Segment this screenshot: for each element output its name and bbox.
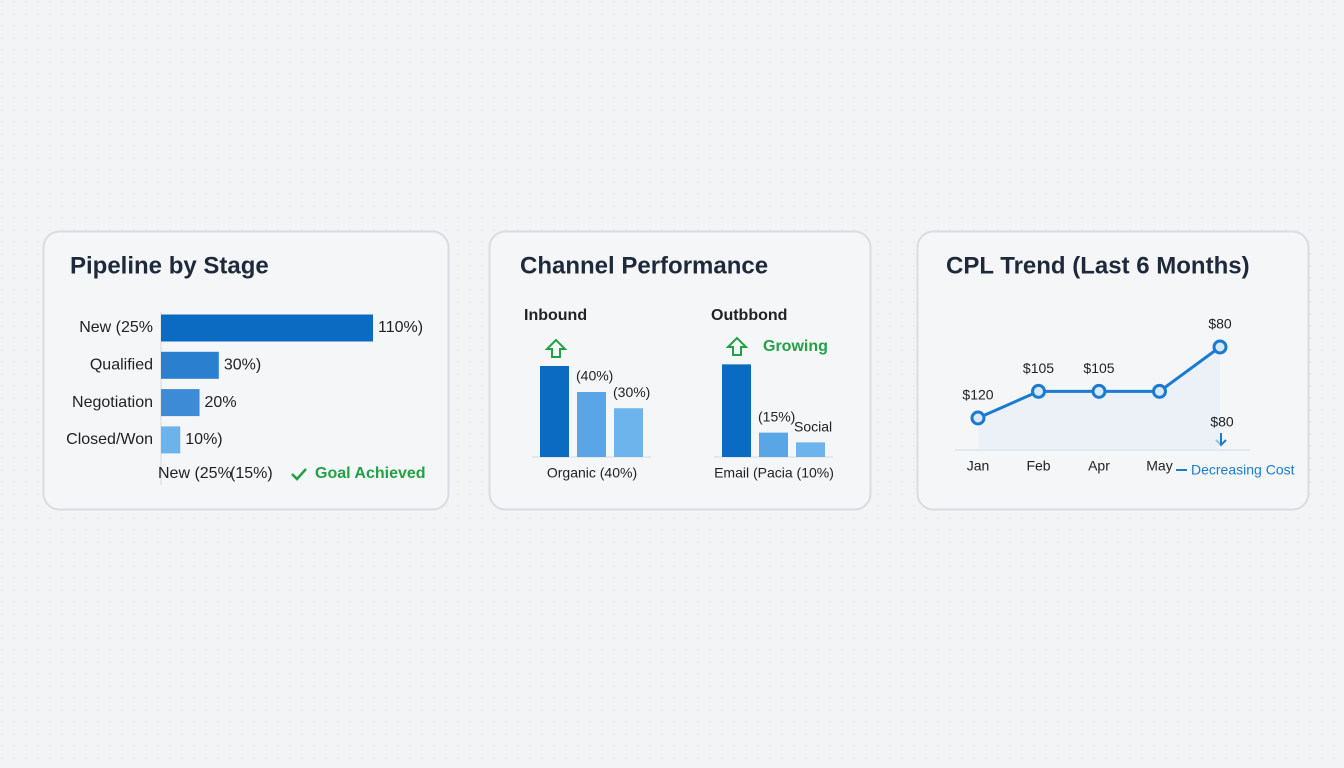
- category-label: Qualified: [90, 357, 153, 374]
- point: [970, 410, 986, 426]
- card: [42, 230, 450, 511]
- value-label: $105: [1023, 360, 1054, 376]
- card-title: Channel Performance: [520, 252, 768, 279]
- x-tick-label: May: [1146, 458, 1172, 474]
- category-label: New (25%: [79, 319, 153, 336]
- x-tick-label: Jan: [967, 458, 990, 474]
- bar: [161, 351, 219, 379]
- x-tick-label: Apr: [1088, 458, 1110, 474]
- bar: [161, 426, 181, 454]
- x-tick-label: Feb: [1026, 458, 1050, 474]
- bar: [161, 314, 373, 342]
- annotation: Social: [794, 419, 832, 435]
- value-label: 20%: [205, 394, 237, 411]
- category-label: Email (Pacia (10%): [714, 465, 834, 481]
- value-label: $105: [1083, 360, 1114, 376]
- point: [1091, 383, 1107, 399]
- category-label: Organic (40%): [547, 465, 637, 481]
- value-label: (40%): [576, 368, 613, 384]
- group-label: Outbbond: [711, 307, 787, 324]
- annotation: Decreasing Cost: [1191, 462, 1295, 478]
- annotation: New (25%: [158, 465, 232, 482]
- bar: [759, 432, 788, 457]
- value-label: 10%): [185, 431, 222, 448]
- bar: [161, 389, 200, 417]
- up-arrow-icon: [725, 336, 749, 356]
- point: [1152, 383, 1167, 399]
- bar: [722, 364, 751, 457]
- bar: [577, 392, 606, 457]
- bar: [614, 408, 643, 457]
- bar: [796, 442, 825, 457]
- value-label: 110%): [378, 319, 423, 336]
- bar: [540, 366, 569, 457]
- annotation: Goal Achieved: [315, 465, 426, 482]
- annotation: (15%): [230, 465, 273, 482]
- category-label: Negotiation: [72, 394, 153, 411]
- value-label: $120: [962, 387, 993, 403]
- value-label: (30%): [613, 384, 650, 400]
- annotation: Growing: [763, 338, 828, 355]
- card-title: CPL Trend (Last 6 Months): [946, 252, 1250, 279]
- category-label: Closed/Won: [66, 431, 153, 448]
- card-title: Pipeline by Stage: [70, 252, 269, 279]
- group-label: Inbound: [524, 307, 587, 324]
- point: [1212, 339, 1228, 355]
- check-icon: [291, 468, 307, 481]
- value-label: (15%): [758, 408, 795, 424]
- value-label: 30%): [224, 357, 261, 374]
- up-arrow-icon: [544, 338, 568, 358]
- point: [1031, 383, 1046, 399]
- annotation: $80: [1210, 414, 1234, 430]
- value-label: $80: [1208, 316, 1232, 332]
